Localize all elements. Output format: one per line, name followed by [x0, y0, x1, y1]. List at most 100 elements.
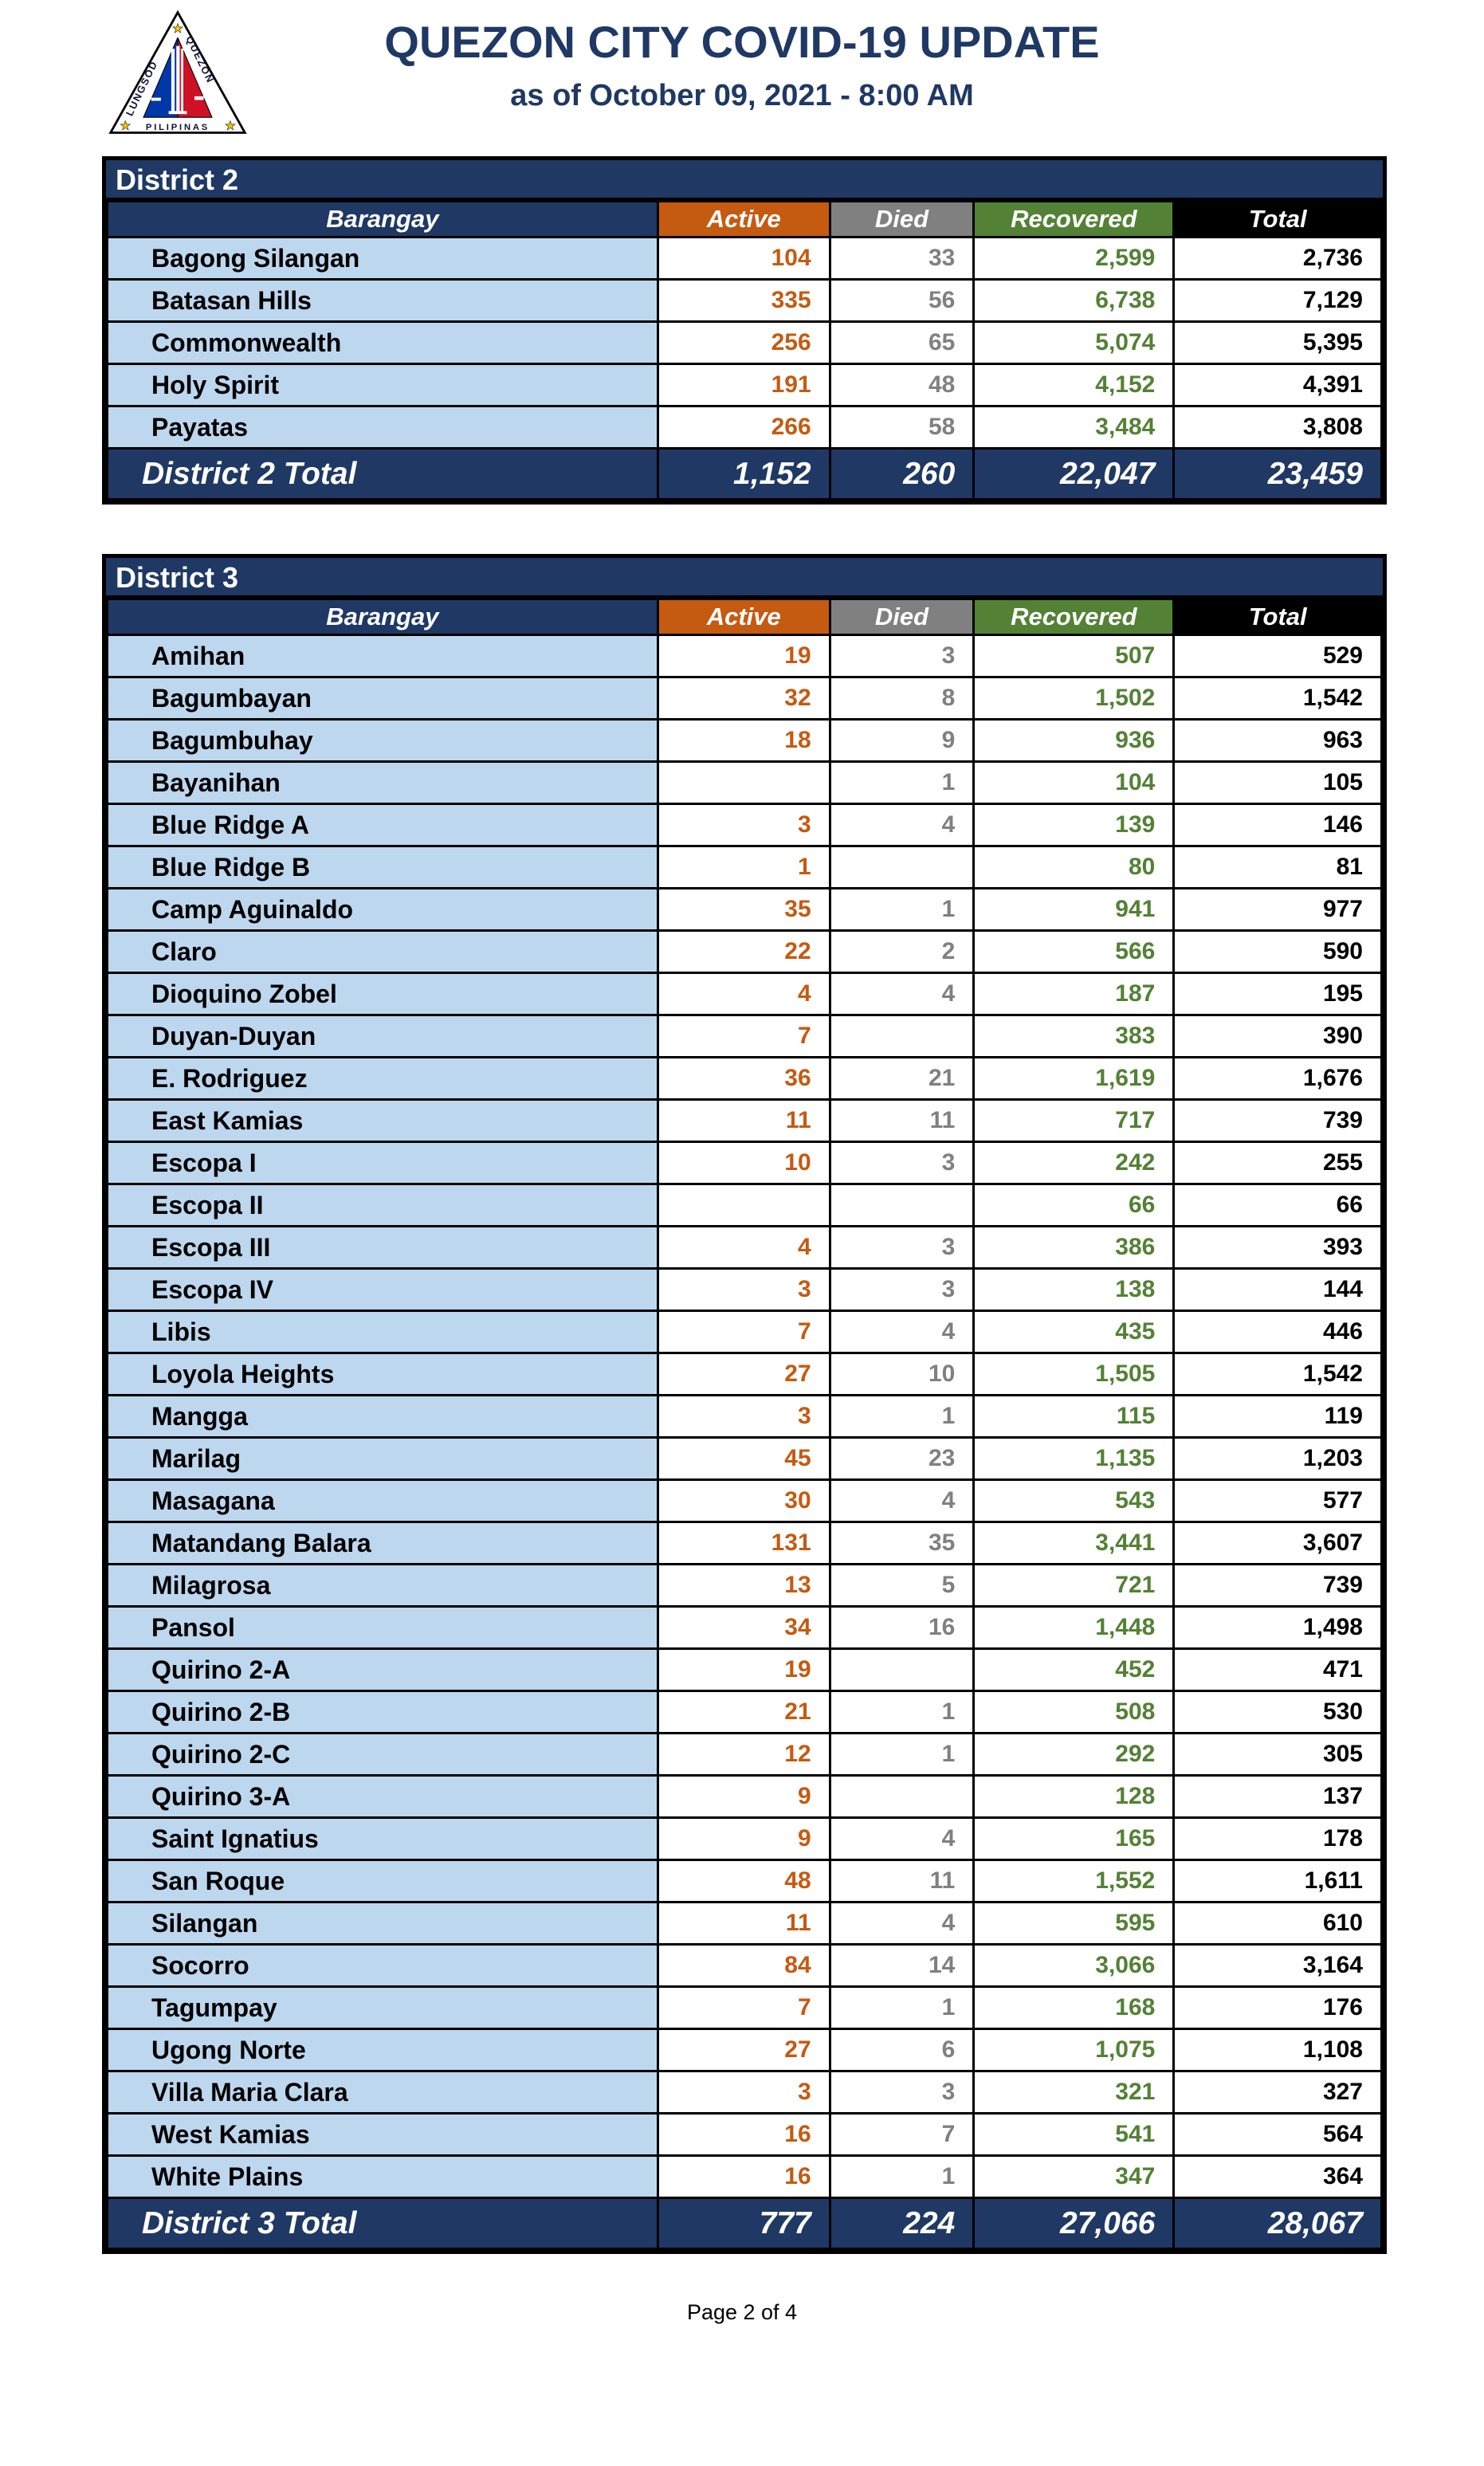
- active-count-cell: 21: [656, 1690, 831, 1734]
- died-count-cell: 11: [828, 1859, 976, 1903]
- recovered-count-cell: 187: [972, 972, 1176, 1016]
- district-total-active-cell: 777: [656, 2197, 831, 2250]
- total-count-cell: 1,108: [1172, 2028, 1383, 2072]
- barangay-row: Villa Maria Clara 3 3 321 327: [106, 2070, 1383, 2115]
- district-3-rows: Amihan 19 3 507 529 Bagumbayan 32 8 1,502 1,542 Ba…: [106, 634, 1383, 2199]
- recovered-count-cell: 566: [972, 929, 1176, 974]
- total-count-cell: 577: [1172, 1478, 1383, 1523]
- total-count-cell: 105: [1172, 760, 1383, 805]
- barangay-row: E. Rodriguez 36 21 1,619 1,676: [106, 1056, 1383, 1101]
- district-total-total-cell: 28,067: [1172, 2197, 1383, 2250]
- barangay-name-cell: Bagong Silangan: [106, 236, 659, 281]
- died-count-cell: 4: [828, 1816, 976, 1861]
- barangay-name-cell: San Roque: [106, 1859, 659, 1903]
- recovered-count-cell: 452: [972, 1647, 1176, 1692]
- active-count-cell: 12: [656, 1732, 831, 1777]
- district-total-label: District 2 Total: [106, 447, 659, 501]
- recovered-count-cell: 6,738: [972, 278, 1176, 323]
- barangay-name-cell: Dioquino Zobel: [106, 972, 659, 1016]
- active-count-cell: 266: [656, 405, 831, 450]
- died-count-cell: 1: [828, 2154, 976, 2199]
- recovered-count-cell: 80: [972, 845, 1176, 889]
- died-count-cell: 1: [828, 1985, 976, 2030]
- total-count-cell: 3,808: [1172, 405, 1383, 450]
- active-count-cell: [656, 1183, 831, 1227]
- active-count-cell: 35: [656, 887, 831, 932]
- died-count-cell: 3: [828, 1225, 976, 1270]
- barangay-row: Escopa IV 3 3 138 144: [106, 1267, 1383, 1312]
- died-count-cell: 3: [828, 634, 976, 678]
- barangay-name-cell: Pansol: [106, 1605, 659, 1650]
- barangay-name-cell: Quirino 2-C: [106, 1732, 659, 1777]
- total-count-cell: 305: [1172, 1732, 1383, 1777]
- district-2-rows: Bagong Silangan 104 33 2,599 2,736 Batasan Hi…: [106, 236, 1383, 450]
- barangay-row: Bagumbayan 32 8 1,502 1,542: [106, 676, 1383, 721]
- barangay-row: Pansol 34 16 1,448 1,498: [106, 1605, 1383, 1650]
- barangay-row: Amihan 19 3 507 529: [106, 634, 1383, 678]
- barangay-row: White Plains 16 1 347 364: [106, 2154, 1383, 2199]
- active-count-cell: 19: [656, 1647, 831, 1692]
- total-count-cell: 529: [1172, 634, 1383, 678]
- barangay-name-cell: Socorro: [106, 1943, 659, 1988]
- barangay-name-cell: Bagumbuhay: [106, 718, 659, 763]
- barangay-row: Bagong Silangan 104 33 2,599 2,736: [106, 236, 1383, 281]
- died-count-cell: 21: [828, 1056, 976, 1101]
- active-count-cell: 11: [656, 1098, 831, 1143]
- total-count-cell: 564: [1172, 2112, 1383, 2157]
- recovered-count-cell: 1,135: [972, 1436, 1176, 1481]
- active-count-cell: 32: [656, 676, 831, 721]
- total-count-cell: 963: [1172, 718, 1383, 763]
- active-count-cell: 34: [656, 1605, 831, 1650]
- barangay-name-cell: Matandang Balara: [106, 1521, 659, 1565]
- barangay-row: Ugong Norte 27 6 1,075 1,108: [106, 2028, 1383, 2072]
- active-count-cell: 36: [656, 1056, 831, 1101]
- barangay-name-cell: Blue Ridge A: [106, 803, 659, 847]
- barangay-row: Socorro 84 14 3,066 3,164: [106, 1943, 1383, 1988]
- barangay-name-cell: West Kamias: [106, 2112, 659, 2157]
- barangay-name-cell: Holy Spirit: [106, 363, 659, 407]
- barangay-row: Escopa I 10 3 242 255: [106, 1141, 1383, 1185]
- died-count-cell: 3: [828, 1267, 976, 1312]
- barangay-name-cell: East Kamias: [106, 1098, 659, 1143]
- recovered-count-cell: 1,619: [972, 1056, 1176, 1101]
- barangay-row: Batasan Hills 335 56 6,738 7,129: [106, 278, 1383, 323]
- recovered-count-cell: 383: [972, 1014, 1176, 1058]
- active-count-cell: 335: [656, 278, 831, 323]
- column-header-died: Died: [828, 200, 976, 238]
- barangay-row: Marilag 45 23 1,135 1,203: [106, 1436, 1383, 1481]
- barangay-name-cell: Libis: [106, 1310, 659, 1354]
- died-count-cell: 9: [828, 718, 976, 763]
- recovered-count-cell: 3,066: [972, 1943, 1176, 1988]
- active-count-cell: 1: [656, 845, 831, 889]
- column-header-died: Died: [828, 598, 976, 636]
- district-total-died-cell: 260: [828, 447, 976, 501]
- died-count-cell: 1: [828, 887, 976, 932]
- star-icon: ★: [120, 120, 131, 133]
- total-count-cell: 4,391: [1172, 363, 1383, 407]
- recovered-count-cell: 66: [972, 1183, 1176, 1227]
- recovered-count-cell: 717: [972, 1098, 1176, 1143]
- barangay-row: Quirino 3-A 9 128 137: [106, 1774, 1383, 1819]
- died-count-cell: 58: [828, 405, 976, 450]
- report-header: ★ ★ ★ LUNGSOD QUEZON PILIPINAS QUEZON CI…: [0, 0, 1484, 156]
- district-3-header-bar: District 3: [106, 558, 1383, 598]
- active-count-cell: 11: [656, 1901, 831, 1946]
- died-count-cell: [828, 1014, 976, 1058]
- barangay-name-cell: Escopa I: [106, 1141, 659, 1185]
- quezon-city-seal-icon: ★ ★ ★ LUNGSOD QUEZON PILIPINAS: [108, 10, 247, 134]
- district-total-total-cell: 23,459: [1172, 447, 1383, 501]
- died-count-cell: 3: [828, 2070, 976, 2115]
- barangay-row: Dioquino Zobel 4 4 187 195: [106, 972, 1383, 1016]
- barangay-row: Holy Spirit 191 48 4,152 4,391: [106, 363, 1383, 407]
- column-header-active: Active: [656, 200, 831, 238]
- recovered-count-cell: 1,505: [972, 1352, 1176, 1396]
- recovered-count-cell: 1,448: [972, 1605, 1176, 1650]
- barangay-row: Quirino 2-A 19 452 471: [106, 1647, 1383, 1692]
- barangay-name-cell: Masagana: [106, 1478, 659, 1523]
- active-count-cell: 30: [656, 1478, 831, 1523]
- died-count-cell: [828, 1183, 976, 1227]
- district-total-recovered-cell: 27,066: [972, 2197, 1176, 2250]
- recovered-count-cell: 139: [972, 803, 1176, 847]
- barangay-name-cell: Quirino 2-B: [106, 1690, 659, 1734]
